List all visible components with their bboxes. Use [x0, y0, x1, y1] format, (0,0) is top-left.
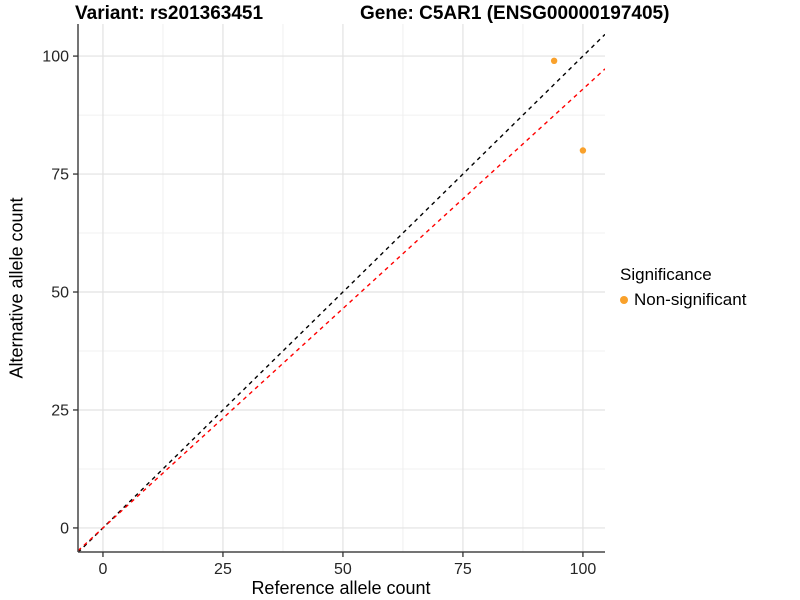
data-points: [550, 57, 587, 154]
x-tick-label: 25: [214, 561, 232, 578]
legend-item-label: Non-significant: [634, 290, 747, 309]
x-tick-label: 75: [454, 561, 472, 578]
y-axis-title: Alternative allele count: [6, 197, 27, 379]
legend-point-icon: [620, 296, 628, 304]
x-tick-label: 50: [334, 561, 352, 578]
data-point: [579, 147, 587, 154]
y-tick-label: 50: [51, 285, 69, 302]
gridlines: [78, 24, 605, 552]
x-tick-label: 100: [570, 561, 597, 578]
legend: Significance Non-significant: [620, 265, 746, 310]
y-tick-label: 100: [42, 49, 69, 66]
reference-lines: [78, 33, 605, 552]
plot-title-gene: Gene: C5AR1 (ENSG00000197405): [360, 3, 670, 24]
x-tick-label: 0: [99, 561, 108, 578]
axis-ticks: 0 25 50 75 100 0 25 50 75 100: [42, 49, 596, 578]
plot-title-variant: Variant: rs201363451: [75, 3, 264, 24]
legend-title: Significance: [620, 265, 712, 284]
x-axis-title: Reference allele count: [251, 578, 431, 598]
y-tick-label: 25: [51, 402, 69, 419]
allelic-ratio-line: [78, 68, 605, 552]
identity-line: [78, 33, 605, 552]
y-tick-label: 0: [60, 520, 69, 537]
legend-item-non-significant: Non-significant: [620, 290, 746, 310]
data-point: [550, 57, 558, 65]
y-tick-label: 75: [51, 167, 69, 184]
